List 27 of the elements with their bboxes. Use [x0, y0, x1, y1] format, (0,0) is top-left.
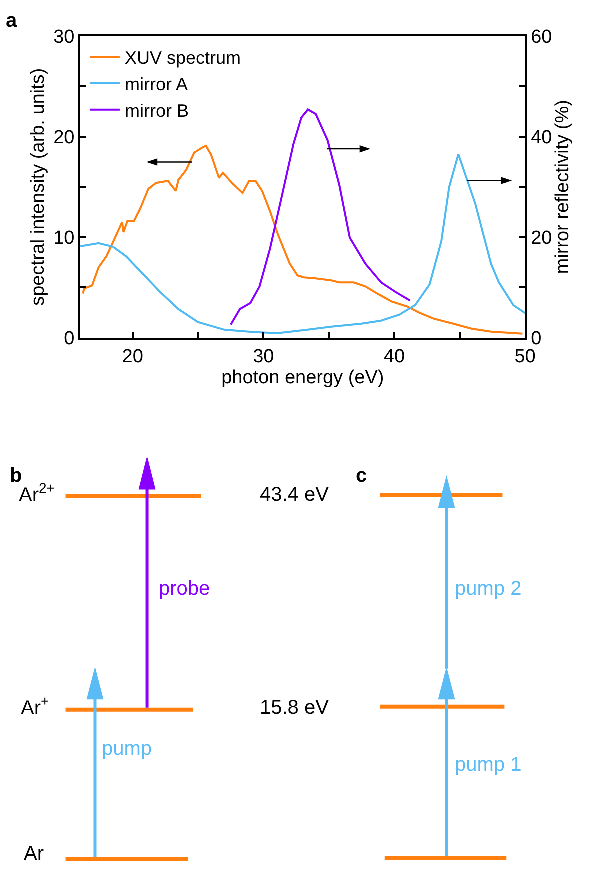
text: Ar$^{+}$ [21, 693, 50, 720]
x-tick-label: 30 [253, 346, 274, 368]
text: pump 1 [455, 754, 522, 776]
x-tick-label: 20 [122, 346, 144, 368]
text: probe [159, 578, 210, 600]
text: 15.8 eV [260, 697, 330, 719]
y-tick-label: 30 [54, 26, 75, 48]
y-tick-label: 20 [54, 128, 75, 149]
text: pump [102, 738, 152, 760]
y-tick-label: 10 [54, 228, 75, 250]
y2-axis-title: mirror reflectivity (%) [552, 100, 574, 274]
text: Ar [24, 843, 44, 865]
y2-tick-label: 20 [531, 228, 552, 250]
chart-title: a [6, 10, 18, 32]
text: c [356, 465, 368, 487]
x-tick-label: 40 [384, 346, 406, 368]
x-axis-title: photon energy (eV) [222, 368, 384, 389]
legend-label: mirror A [124, 74, 188, 95]
text: 43.4 eV [260, 484, 330, 506]
legend-label: mirror B [124, 100, 189, 121]
text: pump 2 [455, 578, 522, 600]
legend-label: XUV spectrum [124, 48, 242, 68]
y2-tick-label: 60 [531, 26, 552, 48]
y-tick-label: 0 [64, 328, 75, 350]
y-axis-title: spectral intensity (arb. units) [28, 68, 49, 306]
line-series [230, 108, 412, 326]
y2-tick-label: 40 [531, 128, 552, 149]
